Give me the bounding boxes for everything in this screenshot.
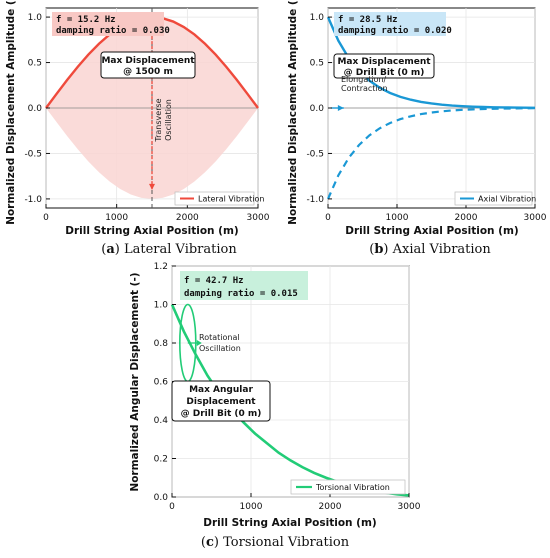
x-axis-title-c: Drill String Axial Position (m): [203, 517, 376, 529]
caption-title-c: Torsional Vibration: [223, 535, 350, 550]
panel-axial: 0 1000 2000 3000 -1.0 -0.5 0.0 0.5 1.0 f = 28.5…: [287, 0, 547, 257]
caption-letter-c: c: [206, 535, 214, 550]
y-tick-label: 1.0: [154, 301, 169, 311]
x-tick-label: 2000: [176, 213, 199, 223]
side-label-line1-c: Rotational: [199, 333, 240, 342]
info-frequency-b: f = 28.5 Hz: [338, 15, 398, 25]
annotation-line2-b: @ Drill Bit (0 m): [344, 68, 425, 78]
y-axis-title-b: Normalized Displacement Amplitude (-): [287, 0, 299, 225]
legend-label-c: Torsional Vibration: [315, 483, 390, 492]
annotation-line2-a: @ 1500 m: [123, 67, 173, 77]
x-tick-label: 1000: [386, 213, 409, 223]
x-tick-label: 3000: [524, 213, 547, 223]
info-damping-b: damping ratio = 0.020: [338, 25, 452, 36]
y-tick-label: 1.0: [310, 13, 325, 23]
y-tick-label: -1.0: [306, 195, 324, 205]
annotation-line1-a: Max Displacement: [101, 56, 195, 66]
info-box-a: [52, 12, 164, 36]
x-tick-label: 3000: [247, 213, 270, 223]
annotation-line2-c: Displacement: [186, 397, 256, 407]
x-tick-label: 0: [43, 213, 49, 223]
annotation-box-c: [171, 380, 271, 422]
legend-label-b: Axial Vibration: [478, 195, 536, 204]
y-tick-label: 0.8: [154, 339, 169, 349]
caption-letter-b: b: [374, 242, 383, 257]
elongation-arrow-head: [337, 105, 344, 111]
annotation-box-a: [100, 51, 196, 79]
x-tick-label: 3000: [398, 502, 421, 512]
y-tick-label: -1.0: [24, 195, 42, 205]
caption-a: (a) Lateral Vibration: [101, 242, 237, 257]
annotation-line3-c: @ Drill Bit (0 m): [181, 409, 262, 419]
annotation-line1-c: Max Angular: [189, 385, 253, 395]
annotation-line1-b: Max Displacement: [337, 57, 431, 67]
annotation-box-b: [333, 53, 435, 79]
x-tick-label: 1000: [240, 502, 263, 512]
y-tick-label: 0.4: [154, 416, 169, 426]
y-tick-label: -0.5: [24, 149, 42, 159]
side-label-line2-c: Oscillation: [199, 344, 241, 353]
info-box-b: [334, 12, 446, 36]
x-axis-title-b: Drill String Axial Position (m): [345, 225, 518, 237]
rotation-arrow-head: [196, 340, 202, 346]
x-tick-label: 2000: [319, 502, 342, 512]
caption-title-a: Lateral Vibration: [124, 242, 237, 257]
legend-c: [290, 479, 406, 495]
y-tick-label: 0.2: [154, 455, 168, 465]
caption-b: (b) Axial Vibration: [369, 242, 491, 257]
y-tick-label: 1.2: [154, 262, 168, 272]
x-axis-title-a: Drill String Axial Position (m): [65, 225, 238, 237]
legend-b: [454, 191, 533, 206]
y-tick-label: 0.5: [310, 59, 324, 69]
x-tick-label: 0: [169, 502, 175, 512]
y-tick-label: 0.0: [310, 104, 325, 114]
y-tick-label: 0.0: [28, 104, 43, 114]
x-tick-label: 1000: [105, 213, 128, 223]
y-tick-label: 0.0: [154, 493, 169, 503]
side-label-line1-b: Elongation/: [341, 75, 387, 84]
info-frequency-a: f = 15.2 Hz: [56, 15, 116, 25]
side-label-line2-a: Oscillation: [164, 99, 173, 141]
side-label-line1-a: Transverse: [154, 98, 163, 142]
elongation-arrow: [330, 105, 344, 111]
y-tick-label: 0.6: [154, 378, 169, 388]
panel-torsional: 0 1000 2000 3000 0.0 0.2 0.4 0.6 0.8 1.0 1.2 f = …: [129, 262, 421, 550]
x-tick-label: 2000: [455, 213, 478, 223]
y-tick-label: 1.0: [28, 13, 43, 23]
y-tick-label: -0.5: [306, 149, 324, 159]
legend-label-a: Lateral Vibration: [198, 195, 265, 204]
panel-lateral: 0 1000 2000 3000 -1.0 -0.5 0.0 0.5 1.0 f = 15.2…: [5, 0, 270, 257]
arrow-head-down: [149, 183, 155, 190]
side-label-line2-b: Contraction: [341, 84, 388, 93]
info-frequency-c: f = 42.7 Hz: [184, 276, 244, 286]
y-axis-title-a: Normalized Displacement Amplitude (-): [5, 0, 17, 225]
info-damping-c: damping ratio = 0.015: [184, 288, 298, 299]
x-tick-label: 0: [325, 213, 331, 223]
caption-title-b: Axial Vibration: [392, 242, 492, 257]
y-axis-title-c: Normalized Angular Displacement (-): [129, 272, 141, 491]
legend-a: [174, 191, 255, 206]
y-tick-label: 0.5: [28, 59, 42, 69]
caption-c: (c) Torsional Vibration: [201, 535, 350, 550]
caption-letter-a: a: [106, 242, 115, 257]
info-box-c: [180, 271, 308, 300]
info-damping-a: damping ratio = 0.030: [56, 25, 170, 36]
